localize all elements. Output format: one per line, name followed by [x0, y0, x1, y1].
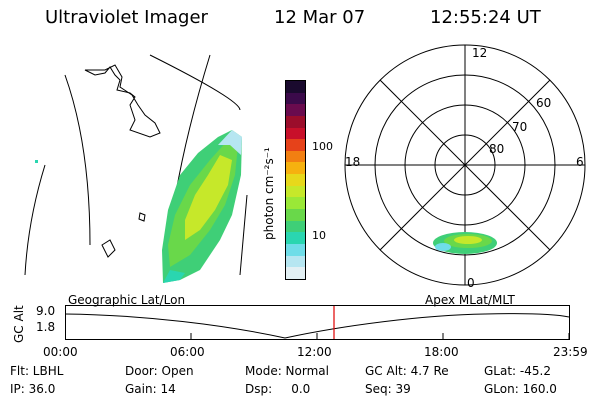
date-label: 12 Mar 07	[274, 7, 366, 28]
glat-info: GLat: -45.2	[484, 364, 551, 378]
colorbar-band	[286, 255, 305, 268]
colorbar-band	[286, 162, 305, 175]
aurora-emission	[163, 270, 185, 283]
aurora-oval	[435, 243, 451, 251]
seq-info: Seq: 39	[365, 382, 411, 396]
colorbar-band	[286, 185, 305, 198]
door-info: Door: Open	[125, 364, 194, 378]
altitude-ylabel: GC Alt	[12, 305, 26, 343]
ip-info: IP: 36.0	[10, 382, 56, 396]
gc-altitude-info: GC Alt: 4.7 Re	[365, 364, 449, 378]
mlat-label-80: 80	[489, 142, 505, 156]
mode-info: Mode: Normal	[245, 364, 329, 378]
altitude-ytick: 9.0	[36, 304, 56, 318]
aurora-emission	[35, 160, 38, 163]
colorbar-band	[286, 115, 305, 128]
colorbar-band	[286, 174, 305, 186]
map-meridian-line	[239, 194, 248, 276]
colorbar-band	[286, 92, 305, 105]
altitude-xtick-label: 23:59	[553, 345, 588, 359]
mlat-label-60: 60	[536, 96, 552, 110]
polar-spoke	[379, 79, 551, 251]
altitude-plot-frame	[65, 305, 570, 340]
altitude-xtick-label: 06:00	[170, 345, 205, 359]
map-meridian-line	[64, 74, 91, 246]
polar-plot	[344, 44, 586, 286]
gain-info: Gain: 14	[125, 382, 176, 396]
map-meridian-line	[24, 164, 46, 276]
colorbar-band	[286, 139, 305, 151]
instrument-title: Ultraviolet Imager	[45, 7, 208, 28]
coastline	[138, 212, 146, 222]
mlt-label-12: 12	[472, 46, 488, 60]
colorbar-band	[286, 81, 305, 93]
mlat-label-70: 70	[512, 120, 528, 134]
colorbar	[285, 80, 306, 280]
aurora-oval	[454, 236, 482, 244]
colorbar-unit-label: photon cm⁻²s⁻¹	[262, 147, 276, 240]
altitude-curve	[64, 313, 570, 339]
colorbar-band	[286, 104, 305, 116]
altitude-xtick-label: 12:00	[297, 345, 332, 359]
geographic-caption: Geographic Lat/Lon	[68, 293, 186, 307]
altitude-plot	[64, 305, 570, 340]
geographic-map	[24, 54, 248, 283]
mlt-label-0: 0	[467, 276, 475, 290]
mlt-label-18: 18	[345, 155, 361, 169]
colorbar-band	[286, 150, 305, 163]
dsp-info: Dsp: 0.0	[245, 382, 311, 396]
coastline	[84, 64, 161, 138]
aurora-emission	[185, 155, 232, 240]
mlt-label-6: 6	[576, 155, 584, 169]
apex-caption: Apex MLat/MLT	[425, 293, 515, 307]
colorbar-band	[286, 267, 305, 279]
map-meridian-line	[149, 54, 241, 111]
colorbar-band	[286, 243, 305, 256]
colorbar-band	[286, 197, 305, 210]
colorbar-tick: 10	[312, 229, 326, 242]
altitude-xtick-label: 00:00	[43, 345, 78, 359]
filter-info: Flt: LBHL	[10, 364, 64, 378]
colorbar-band	[286, 127, 305, 140]
colorbar-band	[286, 232, 305, 244]
altitude-xtick-label: 18:00	[424, 345, 459, 359]
colorbar-band	[286, 209, 305, 221]
glon-info: GLon: 160.0	[484, 382, 557, 396]
altitude-ytick: 1.8	[36, 320, 56, 334]
aurora-emission	[218, 130, 242, 155]
colorbar-tick: 100	[312, 140, 333, 153]
colorbar-band	[286, 220, 305, 233]
time-label: 12:55:24 UT	[430, 7, 541, 28]
coastline	[101, 239, 116, 258]
